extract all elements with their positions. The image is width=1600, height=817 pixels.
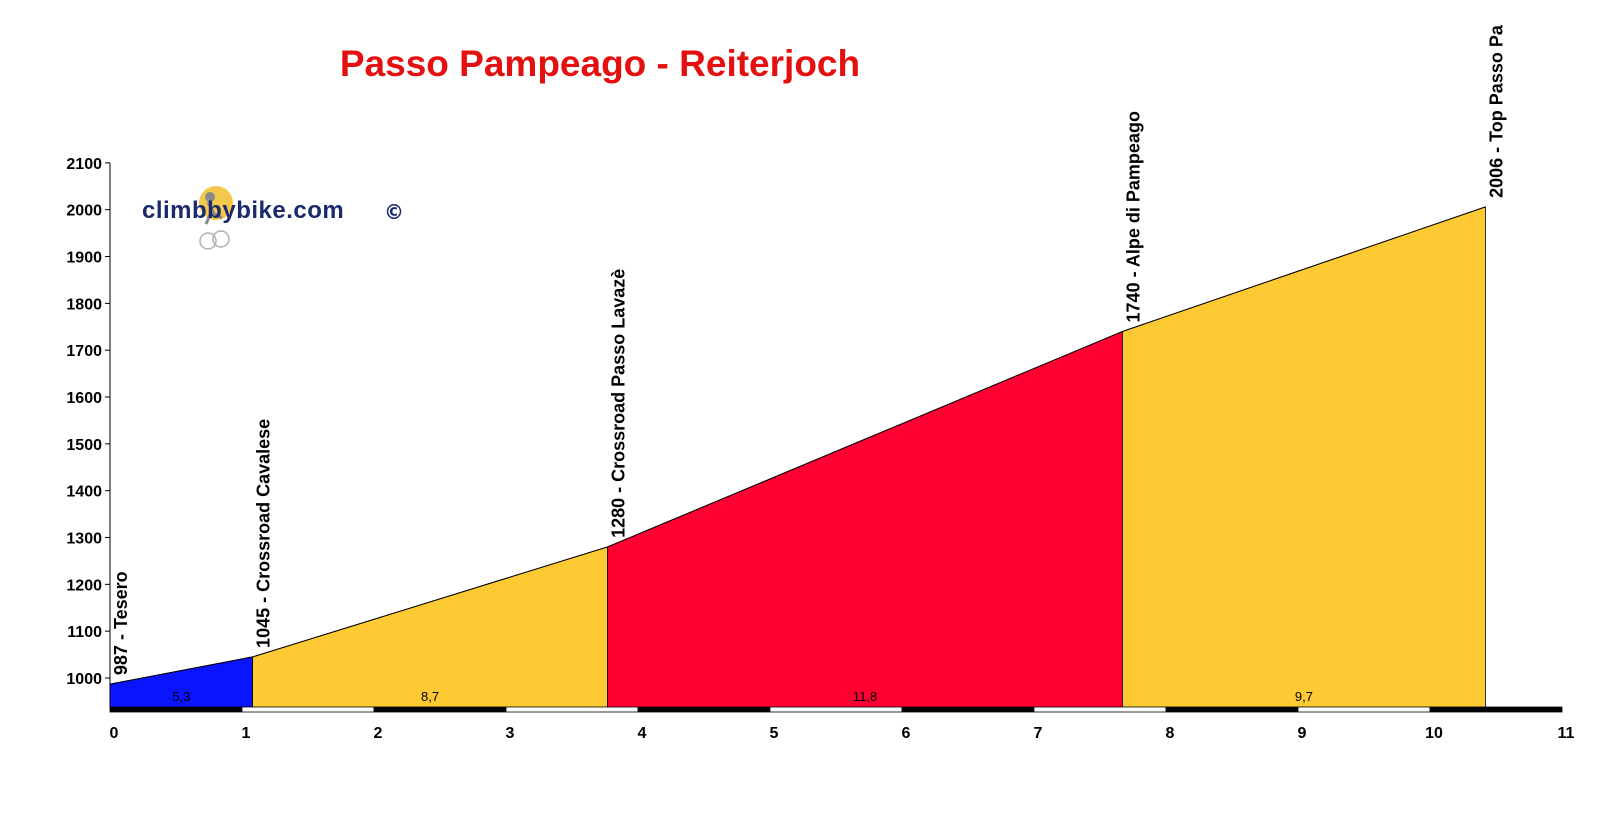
distance-block-7 <box>1033 706 1167 713</box>
x-tick-label-5: 5 <box>770 725 779 742</box>
waypoint-label-2: 1045 - Crossroad Cavalese <box>254 419 274 648</box>
x-tick-label-9: 9 <box>1298 725 1307 742</box>
y-tick-label-2100: 2100 <box>66 156 102 173</box>
distance-block-6 <box>901 706 1035 713</box>
y-tick-label-1800: 1800 <box>66 296 102 313</box>
x-tick-label-10: 10 <box>1425 725 1443 742</box>
distance-block-10 <box>1429 706 1563 713</box>
x-tick-label-2: 2 <box>374 725 383 742</box>
gradient-label-3: 11,8 <box>853 689 877 704</box>
y-axis-ticks: 1000 1100 1200 1300 1400 1500 1600 1700 1800 1900… <box>66 156 110 688</box>
waypoint-label-4: 1740 - Alpe di Pampeago <box>1123 111 1143 322</box>
waypoint-label-5: 2006 - Top Passo Pa <box>1486 24 1506 198</box>
y-tick-label-1100: 1100 <box>67 624 102 641</box>
y-tick-label-2000: 2000 <box>66 203 102 220</box>
segment-area-4 <box>1122 206 1486 709</box>
brand-text: climbbybike.com <box>142 197 344 224</box>
copyright-symbol: © <box>384 200 404 224</box>
climbbybike-watermark: climbbybike.com © <box>142 186 404 250</box>
waypoint-labels: 987 - Tesero 1045 - Crossroad Cavalese 128… <box>111 24 1506 675</box>
x-tick-label-0: 0 <box>110 725 119 742</box>
x-tick-label-1: 1 <box>242 725 251 742</box>
distance-block-0 <box>109 706 243 713</box>
y-tick-label-1900: 1900 <box>66 250 102 267</box>
gradient-labels: 5,3 8,7 11,8 9,7 <box>172 689 1313 704</box>
distance-block-2 <box>373 706 507 713</box>
x-tick-label-7: 7 <box>1034 725 1043 742</box>
y-tick-label-1300: 1300 <box>66 531 102 548</box>
chart-title: Passo Pampeago - Reiterjoch <box>340 43 860 84</box>
gradient-label-4: 9,7 <box>1295 689 1313 704</box>
x-tick-label-3: 3 <box>506 725 515 742</box>
segment-area-3 <box>607 330 1123 709</box>
distance-block-4 <box>637 706 771 713</box>
x-axis-ticks: 0 1 2 3 4 5 6 7 8 9 10 11 <box>110 725 1575 742</box>
profile-line <box>109 206 1486 685</box>
distance-block-9 <box>1297 706 1431 713</box>
waypoint-label-1: 987 - Tesero <box>111 571 131 675</box>
gradient-label-1: 5,3 <box>172 689 190 704</box>
x-tick-label-11: 11 <box>1558 725 1575 742</box>
y-tick-label-1000: 1000 <box>66 671 102 688</box>
y-tick-label-1700: 1700 <box>66 343 102 360</box>
x-tick-label-6: 6 <box>902 725 911 742</box>
gradient-label-2: 8,7 <box>421 689 439 704</box>
segment-areas <box>109 206 1486 709</box>
distance-block-8 <box>1165 706 1299 713</box>
y-tick-label-1500: 1500 <box>66 437 102 454</box>
cyclist-logo-icon <box>199 186 233 250</box>
y-tick-label-1200: 1200 <box>66 577 102 594</box>
y-tick-label-1400: 1400 <box>66 484 102 501</box>
segment-area-2 <box>252 546 609 709</box>
x-tick-label-4: 4 <box>638 725 647 742</box>
x-tick-label-8: 8 <box>1166 725 1175 742</box>
distance-block-1 <box>241 706 375 713</box>
distance-scale-bar <box>109 706 1563 713</box>
distance-block-5 <box>769 706 903 713</box>
y-tick-label-1600: 1600 <box>66 390 102 407</box>
waypoint-label-3: 1280 - Crossroad Passo Lavazè <box>609 269 629 538</box>
distance-block-3 <box>505 706 639 713</box>
